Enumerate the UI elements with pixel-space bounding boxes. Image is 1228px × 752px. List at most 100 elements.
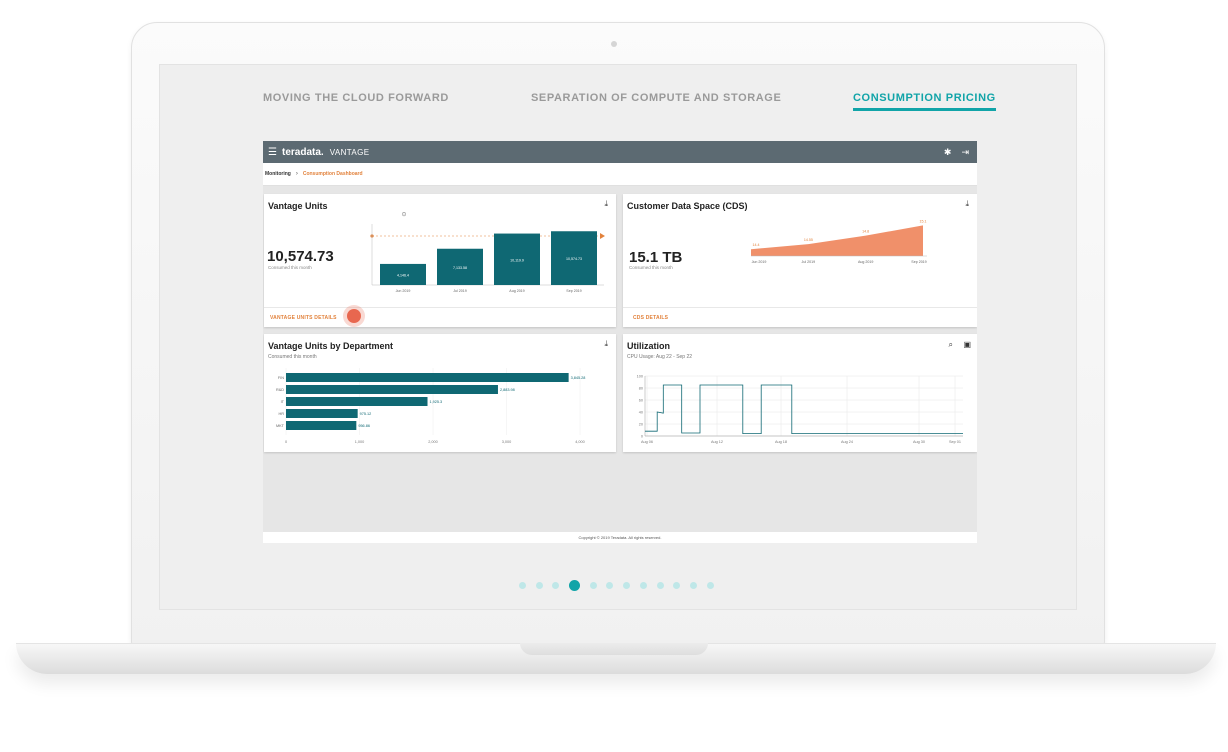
app-topbar: ☰ teradata. VANTAGE ✱ ⇥ (263, 141, 977, 163)
carousel-dot[interactable] (569, 580, 581, 591)
laptop-notch (520, 643, 708, 655)
cds-area-chart: 14.4 Jun 2019 14.55 Jul 2019 14.8 Aug 2019 15.… (751, 219, 927, 264)
carousel-dot[interactable] (689, 582, 697, 589)
data-label: 14.8 (862, 230, 869, 234)
card-subtitle: CPU Usage: Aug 22 - Sep 22 (627, 354, 693, 360)
carousel-dot[interactable] (519, 582, 526, 589)
bar-label: 10,119.9 (510, 258, 524, 262)
x-tick-label: Jun 2019 (752, 260, 767, 264)
carousel-pager (519, 580, 714, 591)
bar-label: 1,925.3 (430, 400, 443, 404)
bar-label: 2,883.98 (500, 388, 515, 392)
cds-value: 15.1 TB (629, 249, 683, 266)
download-icon[interactable]: ⤓ (965, 199, 969, 208)
calendar-icon[interactable]: ▣ (963, 340, 971, 349)
app-window: ☰ teradata. VANTAGE ✱ ⇥ Monitoring › Con… (263, 141, 977, 543)
bar-label: 10,574.73 (566, 257, 582, 261)
tab-separation-compute-storage[interactable]: SEPARATION OF COMPUTE AND STORAGE (531, 92, 782, 104)
search-icon[interactable]: ⌕ (948, 340, 953, 349)
carousel-dot[interactable] (535, 582, 543, 589)
carousel-dot[interactable] (589, 582, 597, 589)
cds-card: Customer Data Space (CDS) ⤓ 15.1 TB Cons… (623, 194, 977, 327)
area-fill (751, 225, 923, 256)
card-subtitle: Consumed this month (268, 354, 317, 360)
download-icon[interactable]: ⤓ (604, 339, 608, 348)
bar (286, 397, 428, 406)
tab-moving-cloud-forward[interactable]: MOVING THE CLOUD FORWARD (263, 92, 449, 104)
y-tick-label: IT (281, 400, 285, 404)
y-tick-label: 100 (637, 375, 643, 379)
card-title: Customer Data Space (CDS) (627, 201, 748, 211)
x-tick-label: Jun 2019 (396, 289, 411, 293)
bar (286, 373, 569, 382)
data-label: 15.1 (920, 219, 927, 223)
vantage-units-card: Vantage Units ⤓ 10,574.73 Consumed this … (264, 194, 616, 327)
x-tick-label: Aug 2019 (509, 289, 524, 293)
logout-icon[interactable]: ⇥ (961, 146, 969, 157)
carousel-dot[interactable] (656, 582, 664, 589)
y-tick-label: 80 (639, 387, 643, 391)
gear-icon[interactable]: ✱ (943, 146, 952, 157)
x-tick-label: 1,000 (355, 440, 365, 444)
bar (380, 263, 426, 285)
carousel-dot[interactable] (623, 582, 631, 589)
bar-label: 975.12 (360, 412, 372, 416)
threshold-end-marker (600, 233, 605, 239)
x-tick-label: Sep 2019 (566, 289, 581, 293)
bar (286, 385, 498, 394)
x-tick-label: 4,000 (575, 440, 585, 444)
vantage-units-value: 10,574.73 (267, 248, 334, 265)
cds-value-sub: Consumed this month (629, 265, 673, 270)
download-icon[interactable]: ⤓ (604, 199, 608, 208)
x-tick-label: 2,000 (428, 440, 438, 444)
bar (437, 248, 483, 285)
y-tick-label: 40 (639, 411, 643, 415)
utilization-card: Utilization CPU Usage: Aug 22 - Sep 22 ⌕… (623, 334, 977, 452)
department-bar-chart: 0 1,000 2,000 3,000 4,000 FIN 3,845.28 R&D 2,883… (276, 368, 586, 444)
x-tick-label: 0 (285, 440, 287, 444)
marker-icon: ⊙ (401, 212, 406, 218)
breadcrumb-monitoring[interactable]: Monitoring (265, 171, 291, 177)
brand-logo: teradata. (282, 146, 324, 158)
product-name: VANTAGE (329, 147, 370, 157)
utilization-line-chart: 0 20 40 60 80 100 Aug 06 Aug 12 Aug 18 Aug 24 Aug … (637, 375, 963, 444)
camera-icon (611, 41, 617, 47)
y-tick-label: 0 (641, 435, 643, 439)
tab-consumption-pricing[interactable]: CONSUMPTION PRICING (853, 92, 996, 111)
y-tick-label: HR (279, 412, 285, 416)
x-tick-label: Aug 24 (841, 440, 853, 444)
carousel-dot[interactable] (639, 582, 647, 589)
y-tick-label: 20 (639, 423, 643, 427)
menu-icon[interactable]: ☰ (268, 146, 277, 158)
hotspot-marker[interactable] (347, 309, 361, 323)
carousel-dot[interactable] (673, 582, 681, 589)
bar (286, 421, 357, 430)
y-tick-label: 60 (639, 399, 643, 403)
breadcrumb-separator: › (295, 171, 298, 177)
carousel-dot[interactable] (606, 582, 614, 589)
series-line (645, 384, 963, 434)
card-title: Vantage Units by Department (268, 341, 394, 351)
x-tick-label: Aug 06 (641, 440, 653, 444)
x-tick-label: Jul 2019 (453, 289, 467, 293)
bar (551, 231, 597, 285)
bar-label: 4,146.4 (397, 273, 409, 277)
carousel-dot[interactable] (552, 582, 560, 589)
x-tick-label: 3,000 (502, 440, 512, 444)
cds-details-link[interactable]: CDS DETAILS (633, 315, 669, 321)
vantage-units-details-link[interactable]: VANTAGE UNITS DETAILS (270, 315, 337, 321)
vantage-units-value-sub: Consumed this month (268, 265, 312, 270)
breadcrumb: Monitoring › Consumption Dashboard (263, 163, 977, 186)
y-tick-label: R&D (276, 388, 284, 392)
card-footer: VANTAGE UNITS DETAILS (264, 307, 616, 327)
bar-label: 3,845.28 (571, 376, 586, 380)
data-label: 14.55 (804, 238, 813, 242)
carousel-dot[interactable] (706, 582, 714, 589)
y-tick-label: MKT (276, 424, 285, 428)
card-title: Utilization (627, 341, 670, 351)
x-tick-label: Sep 2019 (911, 260, 926, 264)
department-card: Vantage Units by Department Consumed thi… (264, 334, 616, 452)
x-tick-label: Sep 01 (949, 440, 961, 444)
x-tick-label: Jul 2019 (802, 260, 816, 264)
bar-label: 956.86 (358, 424, 370, 428)
